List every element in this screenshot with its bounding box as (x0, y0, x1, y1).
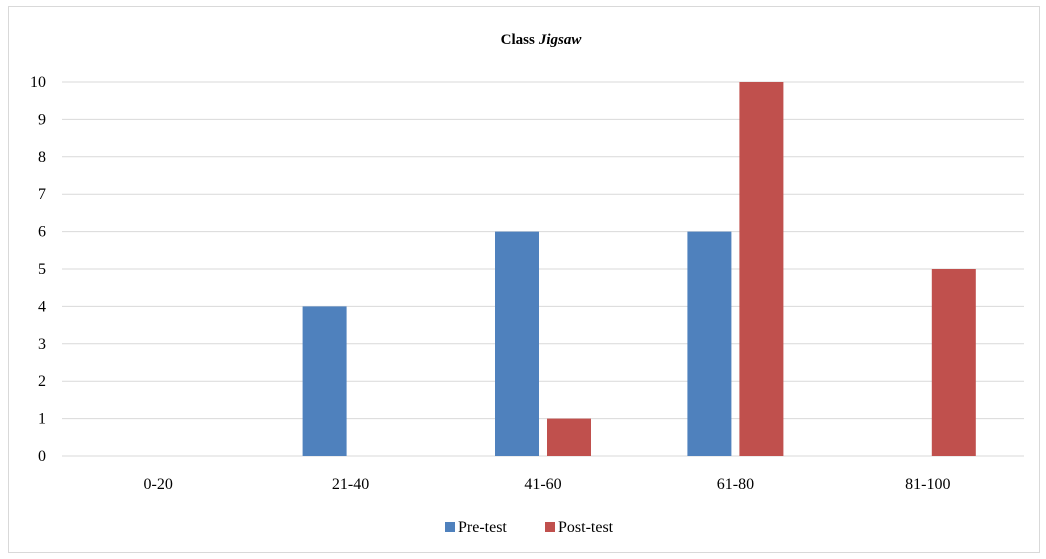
gridlines (62, 81, 1024, 457)
legend-label: Pre-test (458, 519, 507, 536)
y-tick-label: 3 (38, 336, 46, 353)
bar-pre-test-21-40 (302, 306, 347, 456)
y-tick-label: 1 (38, 411, 46, 428)
legend-swatch-pre-test (445, 522, 455, 532)
y-tick-label: 7 (38, 186, 46, 203)
bar-post-test-41-60 (547, 418, 591, 456)
legend: Pre-test Post-test (445, 519, 614, 536)
bar-post-test-81-100 (931, 269, 976, 456)
chart-title-main: Class (501, 32, 535, 48)
y-tick-label: 10 (30, 74, 46, 91)
bar-pre-test-61-80 (687, 231, 732, 456)
x-tick-label: 61-80 (717, 476, 754, 493)
legend-label: Post-test (558, 519, 614, 536)
y-tick-label: 2 (38, 373, 46, 390)
y-tick-label: 0 (38, 448, 46, 465)
x-tick-label: 21-40 (332, 476, 369, 493)
x-tick-label: 0-20 (144, 476, 173, 493)
y-tick-label: 4 (38, 298, 46, 315)
y-tick-label: 6 (38, 224, 46, 241)
bar-post-test-61-80 (739, 82, 784, 456)
bar-pre-test-41-60 (495, 231, 539, 456)
y-tick-label: 9 (38, 111, 46, 128)
x-tick-label: 81-100 (905, 476, 950, 493)
x-tick-label: 41-60 (524, 476, 561, 493)
x-axis-labels: 0-20 21-40 41-60 61-80 81-100 (144, 476, 951, 493)
legend-swatch-post-test (545, 522, 555, 532)
bars (302, 82, 976, 456)
y-tick-label: 5 (38, 261, 46, 278)
y-axis-labels: 0 1 2 3 4 5 6 7 8 9 10 (30, 74, 46, 465)
chart-title-italic: Jigsaw (538, 32, 583, 48)
y-tick-label: 8 (38, 149, 46, 166)
chart-title: Class Jigsaw (501, 32, 583, 48)
